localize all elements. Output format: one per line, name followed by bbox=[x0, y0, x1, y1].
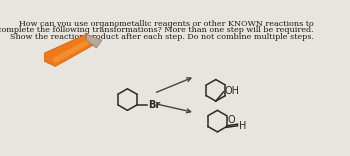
Polygon shape bbox=[51, 39, 92, 63]
Text: H: H bbox=[239, 121, 246, 131]
Text: O: O bbox=[228, 115, 235, 125]
Text: complete the following transformations? More than one step will be required.: complete the following transformations? … bbox=[0, 26, 314, 34]
Polygon shape bbox=[44, 34, 97, 66]
Text: How can you use organometallic reagents or other KNOWN reactions to: How can you use organometallic reagents … bbox=[19, 20, 314, 28]
Polygon shape bbox=[86, 34, 102, 48]
Text: OH: OH bbox=[224, 86, 239, 96]
Text: Br: Br bbox=[148, 100, 160, 110]
Text: Show the reaction product after each step. Do not combine multiple steps.: Show the reaction product after each ste… bbox=[9, 33, 314, 41]
